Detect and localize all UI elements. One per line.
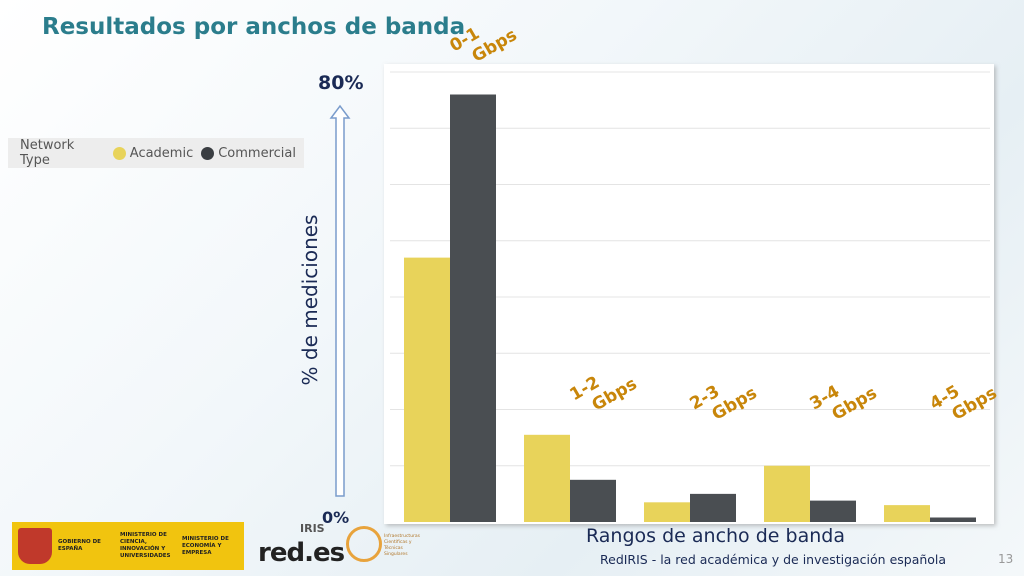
icts-circle-icon bbox=[346, 526, 382, 562]
ministry-science-label: MINISTERIO DE CIENCIA, INNOVACIÓN Y UNIV… bbox=[120, 532, 171, 559]
bar-commercial-1 bbox=[570, 479, 616, 522]
y-min-label: 0% bbox=[322, 508, 350, 527]
bar-commercial-0 bbox=[450, 94, 496, 522]
gobierno-label: GOBIERNO DE ESPAÑA bbox=[58, 539, 101, 552]
bar-commercial-4 bbox=[930, 517, 976, 522]
up-arrow bbox=[329, 104, 351, 497]
bar-commercial-3 bbox=[810, 500, 856, 522]
spain-shield-icon bbox=[18, 528, 52, 564]
icts-subtitle: Infraestructuras Científicas y Técnicas … bbox=[384, 534, 420, 557]
chart-legend: Network Type Academic Commercial bbox=[8, 138, 304, 168]
bar-academic-1 bbox=[524, 434, 570, 522]
redes-logo: red.es bbox=[256, 520, 345, 570]
x-axis-label: Rangos de ancho de banda bbox=[586, 525, 845, 547]
icts-logo: Infraestructuras Científicas y Técnicas … bbox=[346, 524, 426, 570]
bar-commercial-2 bbox=[690, 493, 736, 522]
legend-commercial-label: Commercial bbox=[218, 145, 296, 161]
y-max-label: 80% bbox=[318, 72, 364, 94]
bar-academic-3 bbox=[764, 465, 810, 522]
bar-academic-2 bbox=[644, 502, 690, 522]
rediris-logo: IRIS bbox=[300, 522, 325, 535]
government-logo: GOBIERNO DE ESPAÑA MINISTERIO DE CIENCIA… bbox=[12, 522, 244, 570]
footer-text: RedIRIS - la red académica y de investig… bbox=[600, 552, 947, 567]
commercial-swatch bbox=[201, 146, 215, 160]
page-number: 13 bbox=[998, 552, 1014, 566]
legend-item-academic: Academic bbox=[112, 145, 194, 161]
legend-item-commercial: Commercial bbox=[201, 146, 296, 161]
ministry-economy-label: MINISTERIO DE ECONOMÍA Y EMPRESA bbox=[182, 535, 229, 556]
slide-title: Resultados por anchos de banda bbox=[42, 14, 466, 40]
y-axis-label: % de mediciones bbox=[298, 214, 322, 386]
academic-swatch bbox=[112, 146, 126, 160]
bar-academic-0 bbox=[404, 257, 450, 522]
legend-title: Network Type bbox=[20, 138, 75, 168]
bar-academic-4 bbox=[884, 505, 930, 522]
redes-text: red.es bbox=[258, 538, 345, 568]
bars bbox=[404, 94, 976, 522]
legend-academic-label: Academic bbox=[129, 145, 194, 161]
